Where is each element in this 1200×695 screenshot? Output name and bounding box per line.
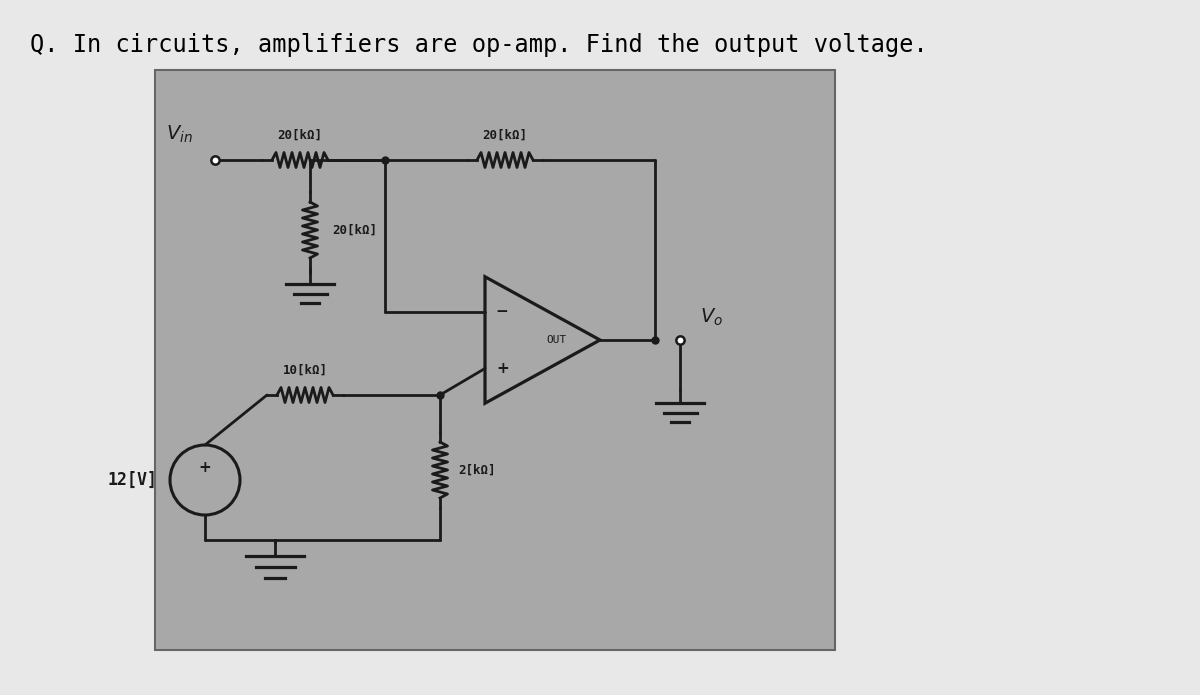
Text: Q. In circuits, amplifiers are op-amp. Find the output voltage.: Q. In circuits, amplifiers are op-amp. F… [30, 33, 928, 57]
Text: +: + [199, 461, 211, 475]
Text: OUT: OUT [546, 335, 566, 345]
Text: −: − [496, 304, 509, 319]
Text: 10[kΩ]: 10[kΩ] [282, 364, 328, 377]
Text: +: + [496, 361, 509, 376]
Text: $V_{in}$: $V_{in}$ [166, 124, 193, 145]
FancyBboxPatch shape [155, 70, 835, 650]
Text: 20[kΩ]: 20[kΩ] [277, 129, 323, 142]
Text: 2[kΩ]: 2[kΩ] [458, 464, 496, 477]
Text: $V_o$: $V_o$ [700, 306, 724, 328]
Text: 20[kΩ]: 20[kΩ] [482, 129, 528, 142]
Text: 12[V]: 12[V] [108, 471, 158, 489]
Polygon shape [485, 277, 600, 403]
Text: 20[kΩ]: 20[kΩ] [332, 224, 377, 236]
